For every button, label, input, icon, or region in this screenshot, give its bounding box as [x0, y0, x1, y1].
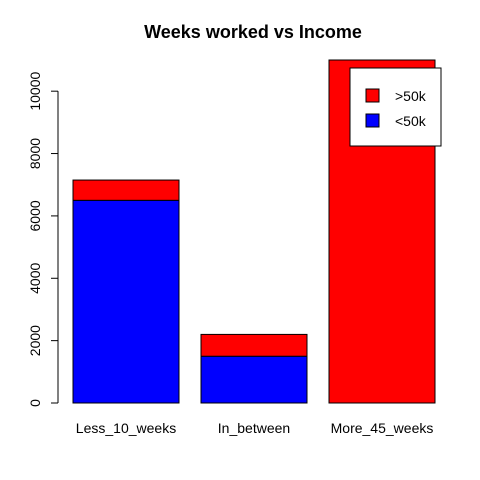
bar-gt50k-less-10-weeks [72, 179, 180, 201]
bar-lt50k-less-10-weeks [72, 199, 180, 404]
legend-label: <50k [395, 113, 427, 129]
legend: >50k <50k [349, 67, 442, 147]
x-tick-label: Less_10_weeks [76, 420, 176, 436]
legend-box [349, 67, 442, 147]
x-tick-label: More_45_weeks [331, 420, 434, 436]
y-tick-label: 0 [27, 399, 43, 407]
x-tick-label: In_between [218, 420, 290, 436]
x-axis-labels: Less_10_weeks In_between More_45_weeks [76, 420, 434, 436]
y-tick-label: 6000 [27, 200, 43, 231]
y-tick-label: 4000 [27, 262, 43, 293]
y-tick-label: 8000 [27, 138, 43, 169]
bar-gt50k-in-between [200, 333, 308, 357]
y-tick-label: 10000 [27, 72, 43, 111]
y-axis: 0 2000 4000 6000 8000 10000 [27, 72, 59, 407]
chart-title: Weeks worked vs Income [144, 22, 362, 42]
legend-swatch [365, 88, 380, 103]
bars-group [72, 59, 436, 404]
y-tick-label: 2000 [27, 325, 43, 356]
bar-lt50k-in-between [200, 355, 308, 404]
legend-swatch [365, 113, 380, 128]
legend-label: >50k [395, 88, 427, 104]
